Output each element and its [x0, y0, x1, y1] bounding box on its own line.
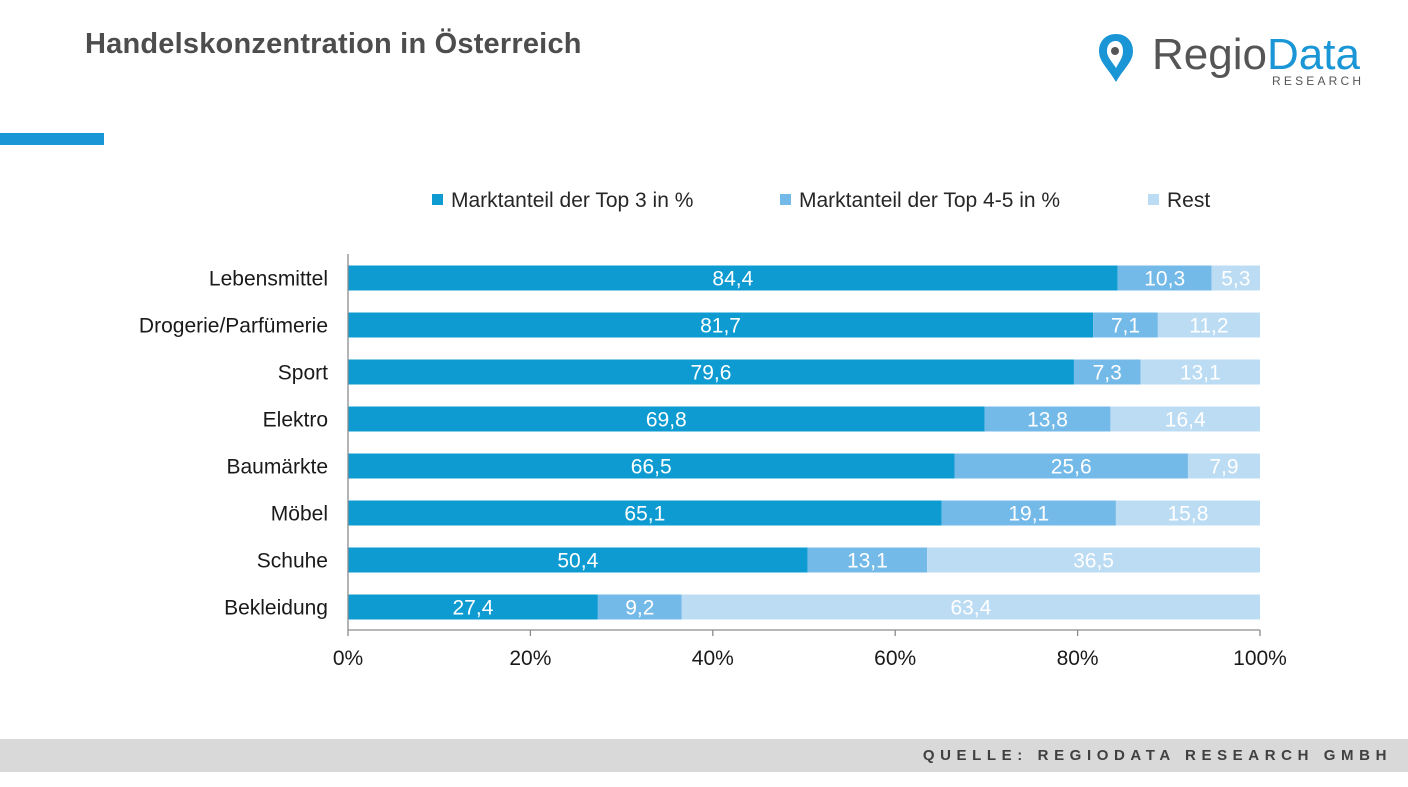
bar-segment	[927, 547, 1260, 573]
bar-segment	[1140, 359, 1260, 385]
category-label: Schuhe	[257, 550, 328, 573]
logo-word-data: Data	[1266, 30, 1360, 79]
data-label: 81,7	[700, 315, 741, 338]
x-tick-label: 0%	[333, 647, 363, 670]
data-label: 79,6	[691, 362, 732, 385]
data-label: 15,8	[1168, 503, 1209, 526]
data-label: 25,6	[1051, 456, 1092, 479]
category-label: Elektro	[263, 409, 328, 432]
bar-segment	[681, 594, 1260, 620]
category-label: Drogerie/Parfümerie	[139, 315, 328, 338]
legend-swatch	[1148, 194, 1159, 205]
stacked-bar-chart: Marktanteil der Top 3 in % Marktanteil de…	[139, 189, 1287, 670]
legend-swatch	[432, 194, 443, 205]
data-label: 69,8	[646, 409, 687, 432]
data-label: 11,2	[1189, 315, 1228, 338]
data-label: 50,4	[557, 550, 598, 573]
x-tick-label: 40%	[692, 647, 734, 670]
bar-segment	[1187, 453, 1260, 479]
category-label: Lebensmittel	[209, 268, 328, 291]
legend-label: Marktanteil der Top 4-5 in %	[799, 189, 1060, 212]
footer-bar: QUELLE: REGIODATA RESEARCH GMBH	[0, 739, 1408, 772]
legend-swatch	[780, 194, 791, 205]
data-label: 63,4	[950, 597, 991, 620]
bar-segment	[1117, 265, 1212, 291]
regiodata-logo: RegioData RESEARCH	[1094, 30, 1384, 92]
x-tick-label: 100%	[1233, 647, 1287, 670]
chart-legend: Marktanteil der Top 3 in % Marktanteil de…	[432, 189, 1210, 212]
data-label: 13,8	[1027, 409, 1068, 432]
x-tick-label: 20%	[509, 647, 551, 670]
bar-segment	[348, 453, 955, 479]
bar-segment	[1115, 500, 1260, 526]
legend-label: Marktanteil der Top 3 in %	[451, 189, 693, 212]
bar-segment	[1211, 265, 1260, 291]
bar-segment	[348, 547, 808, 573]
bar-segment	[348, 265, 1118, 291]
data-label: 7,3	[1093, 362, 1122, 385]
data-label: 7,9	[1209, 456, 1238, 479]
category-label: Möbel	[271, 503, 328, 526]
logo-subtitle: RESEARCH	[1272, 74, 1365, 88]
data-label: 9,2	[625, 597, 654, 620]
x-tick-label: 60%	[874, 647, 916, 670]
legend-label: Rest	[1167, 189, 1210, 212]
data-label: 36,5	[1073, 550, 1114, 573]
page-title: Handelskonzentration in Österreich	[85, 28, 582, 60]
x-tick-label: 80%	[1057, 647, 1099, 670]
data-label: 13,1	[1180, 362, 1221, 385]
data-label: 13,1	[847, 550, 888, 573]
data-label: 19,1	[1008, 503, 1049, 526]
bar-segment	[941, 500, 1116, 526]
bar-segment	[597, 594, 682, 620]
bar-segment	[348, 312, 1094, 338]
bar-segment	[348, 359, 1074, 385]
bar-segment	[348, 406, 985, 432]
data-label: 10,3	[1144, 268, 1185, 291]
logo-wordmark: RegioData	[1152, 30, 1360, 80]
bar-segment	[984, 406, 1111, 432]
location-pin-icon	[1099, 34, 1133, 82]
chart-axes: 0% 20% 40% 60% 80% 100%	[333, 254, 1287, 670]
category-label: Bekleidung	[224, 597, 328, 620]
bar-segment	[954, 453, 1188, 479]
data-label: 27,4	[453, 597, 494, 620]
category-labels: Lebensmittel Drogerie/Parfümerie Sport Elek…	[139, 268, 328, 620]
logo-word-regio: Regio	[1152, 30, 1267, 79]
bar-segment	[1110, 406, 1260, 432]
data-label: 7,1	[1111, 315, 1140, 338]
accent-bar	[0, 133, 104, 145]
bar-segment	[1093, 312, 1158, 338]
data-label: 84,4	[712, 268, 753, 291]
data-label: 16,4	[1165, 409, 1206, 432]
chart-bars: 84,4 10,3 5,3 81,7 7,1 11,2 79,6 7,3 13,1 69,8 13,…	[348, 265, 1260, 620]
source-note: QUELLE: REGIODATA RESEARCH GMBH	[922, 747, 1392, 764]
bar-segment	[348, 500, 942, 526]
data-label: 65,1	[624, 503, 665, 526]
data-label: 66,5	[631, 456, 672, 479]
bar-segment	[348, 594, 598, 620]
data-label: 5,3	[1221, 268, 1250, 291]
bar-segment	[807, 547, 928, 573]
category-label: Baumärkte	[226, 456, 328, 479]
bar-segment	[1157, 312, 1260, 338]
bar-segment	[1073, 359, 1141, 385]
category-label: Sport	[278, 362, 328, 385]
